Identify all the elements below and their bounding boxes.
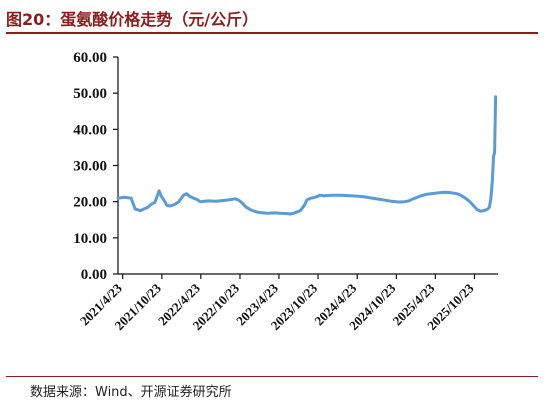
y-tick-label: 50.00 xyxy=(73,86,107,102)
y-tick-label: 60.00 xyxy=(73,50,107,66)
y-axis-ticks: 0.00 10.00 20.00 30.00 40.00 50.00 60.00 xyxy=(73,50,118,283)
price-series-line xyxy=(116,95,498,216)
source-divider xyxy=(6,376,538,377)
series-layer xyxy=(116,95,498,216)
y-tick-label: 40.00 xyxy=(73,122,107,138)
figure-title: 图20：蛋氨酸价格走势（元/公斤） xyxy=(6,10,259,29)
y-tick-label: 30.00 xyxy=(73,159,107,175)
axes xyxy=(117,57,498,275)
title-divider xyxy=(6,32,538,34)
source-note: 数据来源：Wind、开源证券研究所 xyxy=(30,385,232,400)
x-axis-ticks: 2021/4/232021/10/232022/4/232022/10/2320… xyxy=(77,274,477,333)
y-tick-label: 20.00 xyxy=(73,195,107,211)
y-tick-label: 10.00 xyxy=(73,231,107,247)
y-tick-label: 0.00 xyxy=(81,267,107,283)
